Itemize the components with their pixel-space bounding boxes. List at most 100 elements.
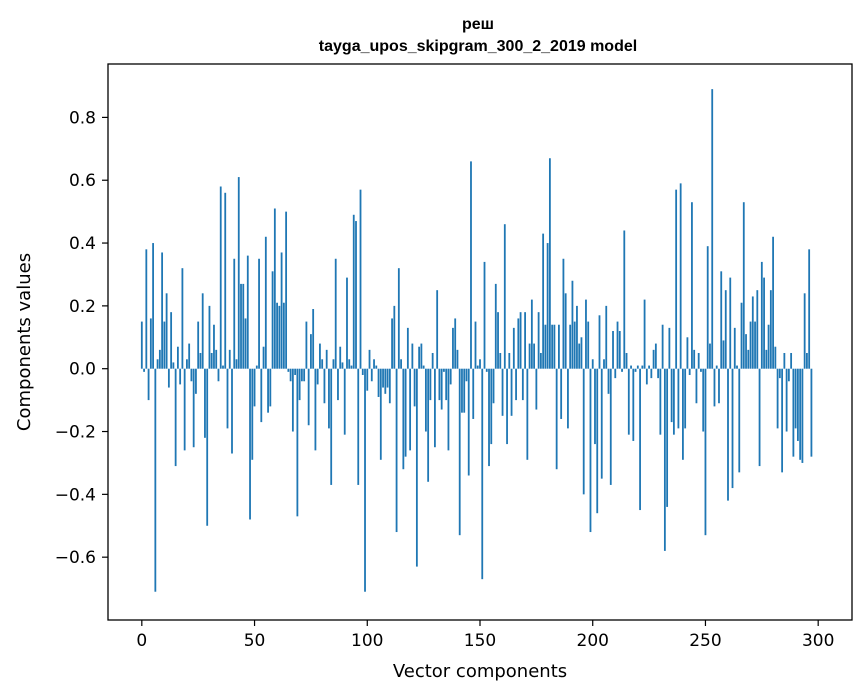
bar <box>479 359 481 369</box>
bar <box>438 368 441 401</box>
bar <box>711 89 714 369</box>
bar <box>625 352 628 369</box>
bar <box>467 368 470 476</box>
bar <box>627 368 630 435</box>
y-tick-label: 0.4 <box>69 234 96 254</box>
bar <box>158 349 161 369</box>
bar <box>197 321 200 369</box>
bar <box>357 368 360 485</box>
bar <box>686 337 689 369</box>
bar <box>167 368 170 388</box>
bar <box>165 293 168 369</box>
bar <box>535 368 538 410</box>
x-tick-label: 200 <box>577 631 609 651</box>
bar <box>688 368 691 375</box>
bar <box>431 352 434 369</box>
bar <box>663 368 666 551</box>
bar <box>262 346 265 369</box>
y-tick-label: −0.6 <box>55 548 96 568</box>
bar <box>668 327 671 369</box>
bar <box>370 368 373 382</box>
bar <box>598 315 601 369</box>
bar <box>801 368 804 463</box>
bar <box>415 368 418 567</box>
bar <box>260 368 263 423</box>
bar <box>763 277 765 369</box>
bar <box>285 211 288 369</box>
bar <box>145 249 148 369</box>
bar <box>332 359 335 369</box>
bar <box>440 368 443 410</box>
x-tick-label: 250 <box>689 631 721 651</box>
bar <box>413 368 416 407</box>
bar <box>454 318 457 369</box>
x-tick-label: 300 <box>802 631 834 651</box>
bar <box>749 321 752 369</box>
bar <box>188 343 191 369</box>
bar <box>548 158 551 369</box>
bar <box>781 368 784 473</box>
bar <box>731 368 734 489</box>
bar <box>808 249 811 369</box>
bar <box>580 337 583 369</box>
bar <box>368 349 371 369</box>
bar <box>778 368 781 379</box>
bar <box>783 352 786 369</box>
bar <box>720 271 723 369</box>
bar <box>287 368 290 372</box>
bar <box>330 368 333 485</box>
bar <box>700 368 702 372</box>
bar <box>289 368 292 382</box>
bar <box>756 290 759 369</box>
bar <box>149 318 152 369</box>
bar <box>718 368 720 404</box>
bar <box>488 368 490 467</box>
y-axis-label: Components values <box>14 253 35 431</box>
bar <box>754 321 756 369</box>
x-axis-label: Vector components <box>393 661 567 682</box>
bar <box>402 368 405 470</box>
bar <box>666 368 669 507</box>
bar <box>305 321 308 369</box>
bar <box>346 277 348 369</box>
bar <box>183 368 186 451</box>
bar <box>560 368 563 419</box>
bar <box>639 368 641 511</box>
bar <box>485 368 488 372</box>
bar <box>273 208 276 369</box>
bar <box>341 362 344 369</box>
bar <box>596 368 599 514</box>
bar <box>582 368 585 495</box>
bar <box>377 368 380 397</box>
bar <box>742 202 745 369</box>
bar <box>760 261 763 369</box>
bar <box>709 343 711 369</box>
bar <box>303 368 306 382</box>
bar <box>434 368 436 448</box>
bar <box>282 302 285 369</box>
bar <box>630 365 632 369</box>
bar <box>176 346 179 369</box>
bar <box>481 368 484 580</box>
bar <box>321 359 324 369</box>
bar <box>659 368 662 435</box>
bar <box>361 368 364 375</box>
bar <box>161 252 164 369</box>
bar <box>382 368 384 388</box>
bar <box>186 359 188 369</box>
bar <box>796 368 799 441</box>
bar <box>314 368 317 451</box>
x-tick-label: 50 <box>244 631 266 651</box>
bar <box>585 299 587 369</box>
bar <box>645 368 648 385</box>
bar <box>562 258 565 369</box>
bar <box>769 290 772 369</box>
bar <box>526 368 529 460</box>
bar <box>404 368 407 457</box>
bar <box>461 368 463 413</box>
bar <box>235 359 238 369</box>
bar <box>684 368 687 429</box>
x-tick-label: 150 <box>464 631 496 651</box>
bar <box>458 368 461 536</box>
bar <box>195 368 197 394</box>
